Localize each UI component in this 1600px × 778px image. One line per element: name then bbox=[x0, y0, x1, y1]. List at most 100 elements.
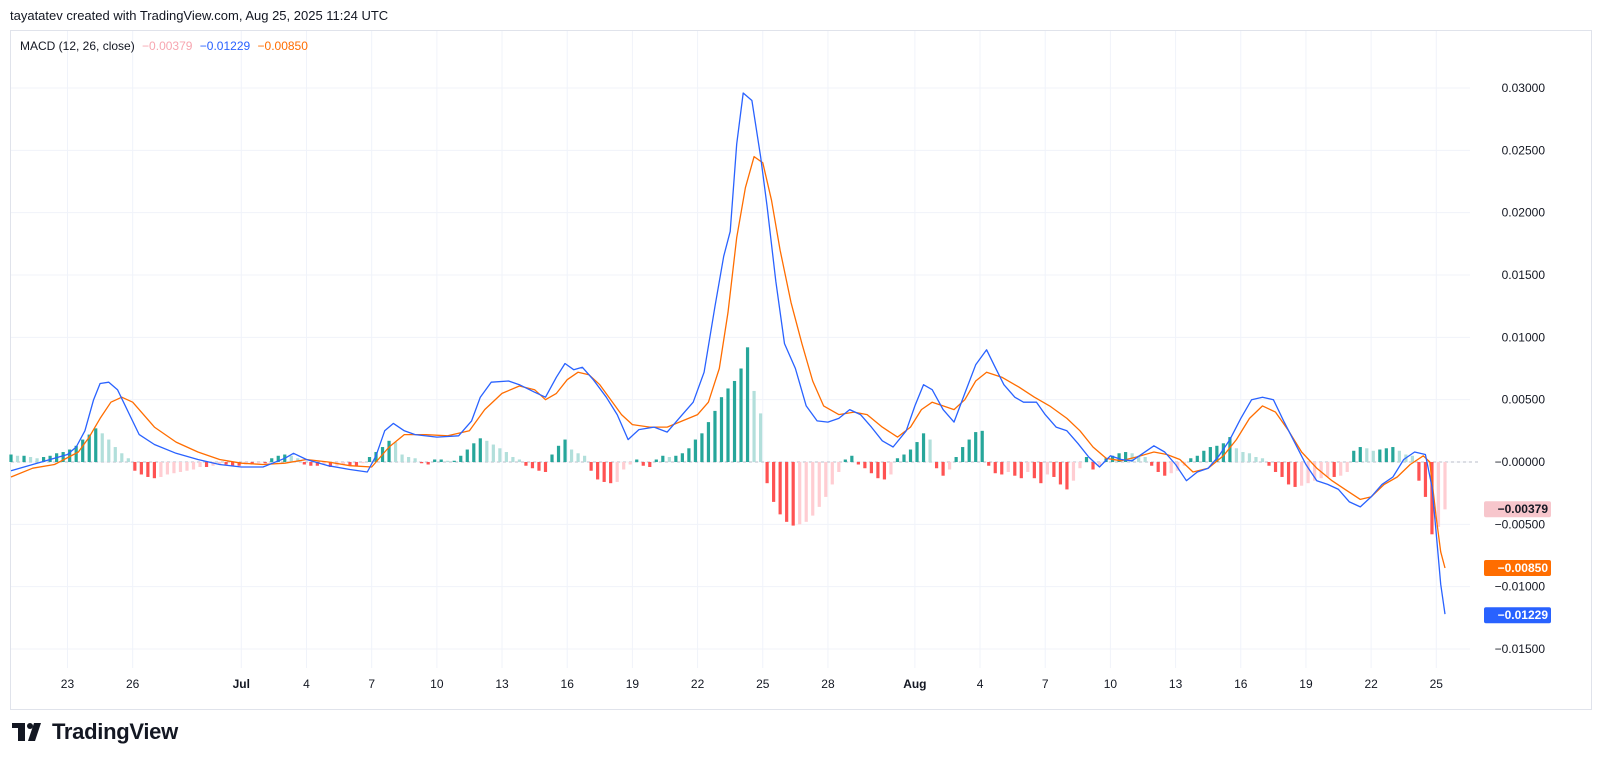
histogram-bar bbox=[596, 462, 600, 480]
histogram-bar bbox=[1013, 462, 1017, 476]
histogram-bar bbox=[1365, 448, 1369, 462]
histogram-bar bbox=[772, 462, 776, 502]
histogram-bar bbox=[563, 439, 567, 462]
x-tick-label: 4 bbox=[977, 677, 984, 691]
histogram-bar bbox=[576, 453, 580, 462]
histogram-bar bbox=[987, 462, 991, 466]
histogram-bar bbox=[263, 462, 267, 464]
chart-attribution: tayatatev created with TradingView.com, … bbox=[10, 8, 389, 23]
histogram-bar bbox=[491, 444, 495, 462]
histogram-bar bbox=[1052, 462, 1056, 477]
histogram-value: −0.00379 bbox=[142, 39, 193, 53]
histogram-bar bbox=[1000, 462, 1004, 475]
histogram-bar bbox=[1273, 462, 1278, 472]
y-tick-label: 0.02500 bbox=[1502, 143, 1546, 157]
histogram-bar bbox=[407, 457, 411, 462]
histogram-bar bbox=[1430, 462, 1434, 535]
histogram-bar bbox=[850, 455, 854, 462]
histogram-bar bbox=[824, 462, 828, 497]
histogram-bar bbox=[1189, 458, 1193, 462]
histogram-bar bbox=[302, 462, 306, 465]
histogram-bar bbox=[948, 462, 952, 470]
histogram-bar bbox=[908, 449, 913, 462]
histogram-bar bbox=[1176, 462, 1180, 471]
histogram-bar bbox=[993, 462, 997, 474]
histogram-bar bbox=[68, 449, 72, 462]
histogram-bar bbox=[472, 443, 476, 462]
histogram-bar bbox=[798, 462, 802, 525]
indicator-legend[interactable]: MACD (12, 26, close) −0.00379 −0.01229 −… bbox=[20, 39, 312, 53]
histogram-bar bbox=[1241, 452, 1245, 462]
histogram-bar bbox=[61, 452, 65, 462]
tradingview-logo[interactable]: TradingView bbox=[12, 716, 178, 748]
histogram-bar bbox=[231, 462, 235, 466]
histogram-bar bbox=[1306, 462, 1310, 484]
histogram-bar bbox=[217, 462, 222, 465]
histogram-bar bbox=[237, 462, 241, 466]
signal-line bbox=[10, 155, 1446, 569]
histogram-bar bbox=[120, 453, 124, 462]
histogram-bar bbox=[1137, 455, 1141, 462]
histogram-bar bbox=[1071, 462, 1076, 481]
histogram-bar bbox=[1169, 462, 1173, 474]
histogram-bar bbox=[1032, 462, 1036, 479]
histogram-bar bbox=[459, 455, 463, 462]
histogram-bar bbox=[87, 434, 91, 462]
histogram-bar bbox=[1234, 448, 1239, 462]
histogram-bar bbox=[961, 447, 965, 462]
histogram-bar bbox=[315, 462, 319, 466]
histogram-bar bbox=[1026, 462, 1030, 472]
histogram-bar bbox=[1228, 437, 1232, 462]
histogram-bar bbox=[1358, 447, 1362, 462]
histogram-bar bbox=[1150, 462, 1154, 466]
histogram-bar bbox=[1267, 462, 1271, 466]
histogram-bar bbox=[934, 462, 939, 469]
histogram-bar bbox=[387, 440, 391, 462]
histogram-bar bbox=[152, 462, 156, 479]
histogram-bar bbox=[556, 445, 561, 462]
histogram-bar bbox=[100, 433, 104, 462]
histogram-bar bbox=[433, 459, 437, 462]
x-tick-label: 13 bbox=[1169, 677, 1183, 691]
histogram-bar bbox=[543, 462, 548, 472]
x-tick-label: 16 bbox=[561, 677, 575, 691]
histogram-bar bbox=[41, 457, 46, 462]
histogram-bar bbox=[569, 449, 574, 462]
macd-line bbox=[10, 92, 1446, 615]
histogram-bar bbox=[1260, 458, 1265, 462]
histogram-bar bbox=[289, 455, 293, 462]
histogram-bar bbox=[452, 460, 456, 462]
histogram-bar bbox=[348, 462, 352, 466]
histogram-bar bbox=[1443, 462, 1447, 510]
histogram-bar bbox=[1378, 449, 1382, 462]
x-tick-label: 26 bbox=[126, 677, 140, 691]
x-tick-label: 25 bbox=[1430, 677, 1444, 691]
histogram-bar bbox=[1208, 447, 1212, 462]
histogram-bar bbox=[635, 459, 639, 462]
y-tick-label: 0.02000 bbox=[1502, 206, 1546, 220]
x-tick-label: 10 bbox=[1104, 677, 1118, 691]
histogram-bar bbox=[954, 457, 958, 462]
histogram-bar bbox=[1423, 462, 1428, 497]
histogram-bar bbox=[309, 462, 313, 466]
histogram-bar bbox=[446, 460, 450, 462]
histogram-bar bbox=[876, 462, 880, 479]
histogram-bar bbox=[426, 462, 430, 465]
histogram-bar bbox=[1195, 455, 1199, 462]
histogram-bar bbox=[1280, 462, 1284, 477]
histogram-bar bbox=[713, 410, 717, 462]
x-tick-label: 23 bbox=[61, 677, 75, 691]
histogram-bar bbox=[191, 462, 196, 470]
histogram-bar bbox=[1391, 447, 1395, 462]
x-tick-label: 4 bbox=[303, 677, 310, 691]
histogram-bar bbox=[609, 462, 613, 484]
histogram-bar bbox=[1410, 455, 1415, 462]
histogram-bar bbox=[752, 390, 756, 462]
histogram-bar bbox=[915, 442, 919, 462]
histogram-bar bbox=[420, 462, 424, 464]
histogram-bar bbox=[1097, 462, 1102, 466]
histogram-bar bbox=[1084, 457, 1089, 462]
histogram-bar bbox=[276, 455, 280, 462]
histogram-bar bbox=[967, 439, 971, 462]
